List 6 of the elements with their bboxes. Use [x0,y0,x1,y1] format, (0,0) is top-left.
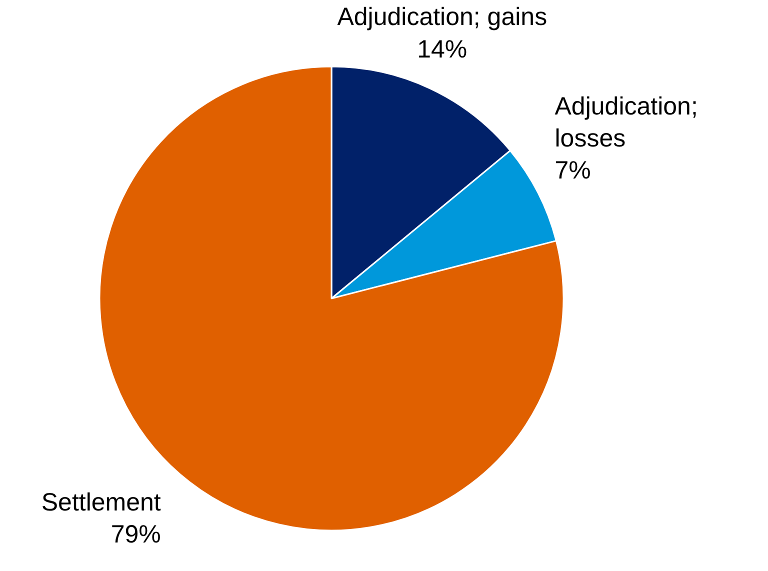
data-label: 14% [417,35,468,64]
slice-label: Adjudication; losses [554,92,698,153]
slice-label: Adjudication; gains [337,3,548,32]
data-label: 79% [110,520,161,549]
data-label: 7% [554,156,591,185]
slice-label: Settlement [41,488,161,516]
